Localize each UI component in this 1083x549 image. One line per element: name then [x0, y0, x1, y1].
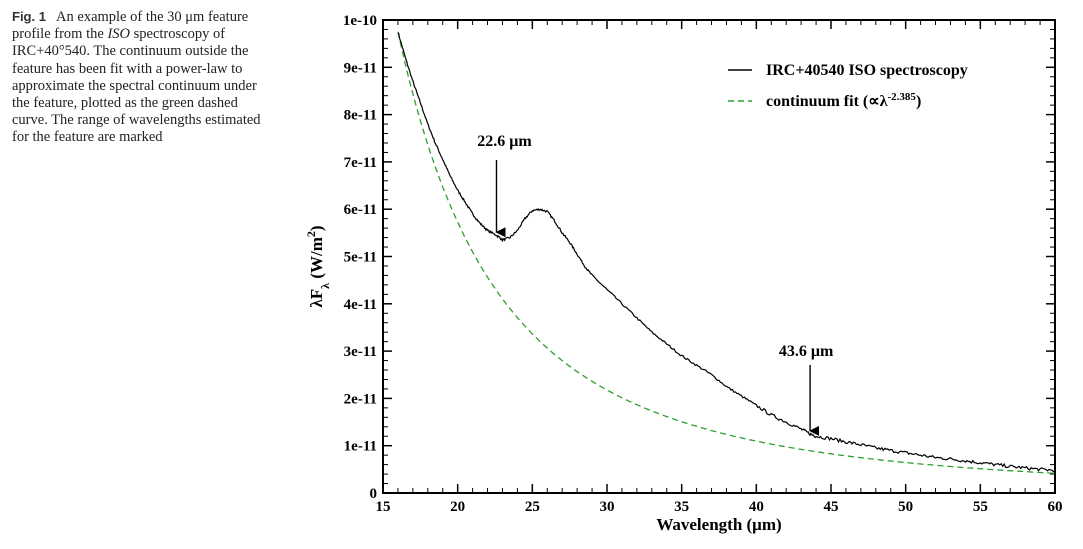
- y-tick-label: 4e-11: [344, 297, 377, 313]
- caption-text-start: An example of the 30 μm feature profile …: [12, 9, 249, 43]
- y-axis-title: λFλ (W/m2): [304, 225, 332, 307]
- x-axis-title: Wavelength (μm): [656, 515, 781, 534]
- annotation-label-43-6-um: 43.6 μm: [779, 343, 834, 360]
- plot-frame: [382, 19, 1056, 494]
- x-tick-label: 55: [973, 499, 988, 515]
- x-tick-label: 50: [898, 499, 913, 515]
- legend-label-continuum-fit: continuum fit (∝λ-2.385): [766, 91, 921, 110]
- x-tick-label: 35: [674, 499, 689, 515]
- annotations: 22.6 μm 43.6 μm: [477, 133, 834, 436]
- caption-text-end: spectroscopy of IRC+40°540. The continuu…: [12, 26, 261, 146]
- y-axis-title-sup: 2: [304, 231, 318, 237]
- x-tick-label: 40: [749, 499, 764, 515]
- y-axis-title-main: λF: [307, 289, 326, 308]
- x-tick-label: 30: [600, 499, 615, 515]
- legend-label-continuum-fit-sup: -2.385: [888, 91, 917, 103]
- y-tick-label: 2e-11: [344, 391, 377, 407]
- series-layer: [397, 31, 1056, 474]
- y-tick-label: 7e-11: [344, 155, 377, 171]
- legend-label-continuum-fit-close: ): [916, 93, 921, 110]
- y-tick-label: 0: [370, 486, 378, 502]
- x-tick-label: 15: [376, 499, 391, 515]
- axis-ticks: [382, 19, 1056, 494]
- y-tick-label: 1e-10: [343, 13, 377, 29]
- y-axis-title-close: ): [307, 225, 326, 231]
- y-axis-title-sub: λ: [318, 283, 332, 289]
- x-tick-label: 60: [1048, 499, 1063, 515]
- x-tick-label: 25: [525, 499, 540, 515]
- y-tick-label: 8e-11: [344, 108, 377, 124]
- legend-label-iso-spectroscopy: IRC+40540 ISO spectroscopy: [766, 62, 968, 79]
- y-tick-label: 3e-11: [344, 344, 377, 360]
- y-tick-label: 9e-11: [344, 60, 377, 76]
- y-tick-label: 1e-11: [344, 439, 377, 455]
- caption-text-italic: ISO: [107, 26, 130, 43]
- series-continuum-fit-line: [397, 31, 1056, 474]
- y-tick-label: 5e-11: [344, 250, 377, 266]
- series-iso-spectroscopy-line: [397, 32, 1056, 473]
- figure-caption: Fig. 1 An example of the 30 μm feature p…: [12, 8, 267, 147]
- legend: IRC+40540 ISO spectroscopy continuum fit…: [728, 62, 968, 110]
- legend-label-continuum-fit-main: continuum fit (∝λ: [766, 93, 888, 110]
- annotation-label-22-6-um: 22.6 μm: [477, 133, 532, 150]
- figure-label: Fig. 1: [12, 9, 46, 24]
- tick-labels: 15 20 25 30 35 40 45 50 55 60 0 1e-11 2e-11 3e-11 4e-1…: [343, 13, 1063, 515]
- x-tick-label: 45: [824, 499, 839, 515]
- y-axis-title-unit: (W/m: [307, 237, 326, 283]
- y-tick-label: 6e-11: [344, 202, 377, 218]
- x-tick-label: 20: [450, 499, 465, 515]
